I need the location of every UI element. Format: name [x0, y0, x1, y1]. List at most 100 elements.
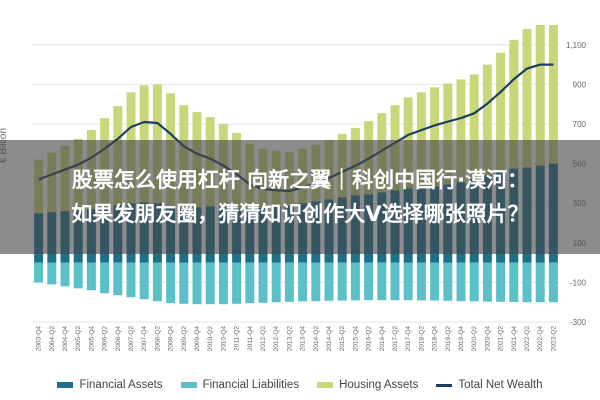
x-tick-label: 2015-Q2 [339, 326, 346, 352]
x-tick-label: 2014-Q4 [326, 326, 333, 352]
headline-line-1: 股票怎么使用杠杆 向新之翼｜科创中国行·漠河： [71, 168, 529, 192]
bar-financial-liabilities [86, 262, 96, 291]
bar-financial-liabilities [34, 262, 44, 283]
legend-label: Total Net Wealth [458, 379, 543, 391]
bar-housing-assets [416, 92, 426, 188]
x-tick-label: 2004-Q4 [62, 326, 69, 352]
x-tick-label: 2008-Q2 [154, 326, 161, 352]
bar-financial-liabilities [311, 262, 321, 302]
x-tick-label: 2016-Q2 [366, 326, 373, 352]
bar-financial-liabilities [469, 262, 479, 302]
x-tick-label: 2019-Q4 [458, 326, 465, 352]
bar-housing-assets [535, 25, 545, 166]
bar-housing-assets [443, 83, 453, 185]
bar-financial-liabilities [245, 262, 255, 304]
x-tick-labels: 2003-Q4 2004-Q2 2004-Q4 2005-Q2 2005-Q4 2006-… [36, 326, 558, 352]
bar-financial-liabilities [390, 262, 400, 301]
bar-financial-liabilities [100, 262, 110, 294]
legend-label: Financial Liabilities [202, 379, 300, 391]
x-tick-label: 2006-Q2 [102, 326, 109, 352]
x-tick-label: 2021-Q2 [498, 326, 505, 352]
x-tick-label: 2022-Q4 [537, 326, 544, 352]
x-tick-label: 2008-Q4 [168, 326, 175, 352]
bar-financial-liabilities [548, 262, 558, 303]
bar-housing-assets [496, 52, 506, 172]
bar-financial-liabilities [416, 262, 426, 301]
bar-financial-liabilities [232, 262, 242, 304]
x-tick-label: 2017-Q2 [392, 326, 399, 352]
bar-financial-liabilities [271, 262, 281, 303]
y-tick-label: -300 [570, 318, 587, 327]
bar-financial-liabilities [482, 262, 492, 302]
bar-housing-assets [430, 87, 440, 187]
x-tick-label: 2012-Q4 [273, 326, 280, 352]
x-tick-label: 2010-Q2 [207, 326, 214, 352]
bar-housing-assets [482, 64, 492, 176]
legend-item-financial-assets: Financial Assets [57, 379, 163, 391]
bar-financial-liabilities [284, 262, 294, 302]
x-tick-label: 2005-Q4 [88, 326, 95, 352]
x-tick-label: 2005-Q2 [75, 326, 82, 352]
bar-financial-liabilities [403, 262, 413, 301]
bar-financial-liabilities [443, 262, 453, 301]
headline-line-2: 如果发朋友圈，猜猜知识创作大V选择哪张照片？ [71, 202, 529, 226]
x-tick-label: 2020-Q4 [484, 326, 491, 352]
bar-financial-liabilities [337, 262, 347, 301]
bar-financial-liabilities [509, 262, 519, 303]
x-tick-label: 2004-Q2 [49, 326, 56, 352]
x-tick-label: 2016-Q4 [379, 326, 386, 352]
x-tick-label: 2011-Q2 [234, 326, 241, 351]
bar-financial-liabilities [126, 262, 136, 298]
bar-financial-liabilities [324, 262, 334, 301]
x-tick-label: 2019-Q2 [445, 326, 452, 352]
legend-swatch-financial-liabilities [180, 382, 197, 388]
bar-financial-liabilities [522, 262, 532, 303]
bar-financial-liabilities [535, 262, 545, 303]
legend: Financial Assets Financial Liabilities H… [0, 376, 600, 394]
bar-housing-assets [548, 25, 558, 164]
bar-financial-liabilities [205, 262, 215, 305]
bar-financial-liabilities [73, 262, 83, 289]
x-tick-label: 2012-Q2 [260, 326, 267, 352]
bar-financial-liabilities [60, 262, 70, 287]
x-tick-label: 2013-Q2 [286, 326, 293, 352]
bar-financial-liabilities [47, 262, 57, 285]
bar-financial-liabilities [179, 262, 189, 304]
x-tick-label: 2017-Q4 [405, 326, 412, 352]
legend-item-housing-assets: Housing Assets [317, 379, 418, 391]
x-tick-label: 2003-Q4 [36, 326, 43, 352]
x-tick-label: 2007-Q4 [141, 326, 148, 352]
x-tick-label: 2018-Q2 [418, 326, 425, 352]
bar-financial-liabilities [166, 262, 176, 304]
x-tick-label: 2009-Q2 [181, 326, 188, 352]
bar-financial-liabilities [496, 262, 506, 302]
bar-financial-liabilities [218, 262, 228, 305]
x-tick-label: 2023-Q2 [550, 326, 557, 352]
legend-label: Financial Assets [79, 379, 163, 391]
legend-swatch-housing-assets [317, 382, 334, 388]
x-tick-label: 2011-Q4 [247, 326, 254, 351]
legend-item-financial-liabilities: Financial Liabilities [180, 379, 300, 391]
bar-financial-liabilities [152, 262, 162, 302]
bar-financial-liabilities [192, 262, 202, 305]
bar-financial-liabilities [113, 262, 123, 296]
legend-swatch-financial-assets [57, 382, 74, 388]
x-tick-label: 2022-Q2 [524, 326, 531, 352]
x-tick-label: 2013-Q4 [300, 326, 307, 352]
y-tick-label: -100 [570, 278, 587, 287]
y-tick-label: 700 [573, 120, 587, 129]
bar-housing-assets [522, 28, 532, 168]
x-tick-label: 2006-Q4 [115, 326, 122, 352]
bar-financial-liabilities [258, 262, 268, 303]
bar-housing-assets [509, 39, 519, 169]
headline-overlay: 股票怎么使用杠杆 向新之翼｜科创中国行·漠河： 如果发朋友圈，猜猜知识创作大V选… [0, 140, 600, 254]
bar-housing-assets [456, 79, 466, 183]
x-tick-label: 2020-Q2 [471, 326, 478, 352]
bar-financial-liabilities [430, 262, 440, 301]
bar-housing-assets [469, 74, 479, 180]
x-tick-label: 2018-Q4 [432, 326, 439, 352]
bar-financial-liabilities [350, 262, 360, 301]
legend-label: Housing Assets [339, 379, 419, 391]
y-tick-label: 1,100 [566, 41, 587, 50]
x-tick-label: 2010-Q4 [220, 326, 227, 352]
